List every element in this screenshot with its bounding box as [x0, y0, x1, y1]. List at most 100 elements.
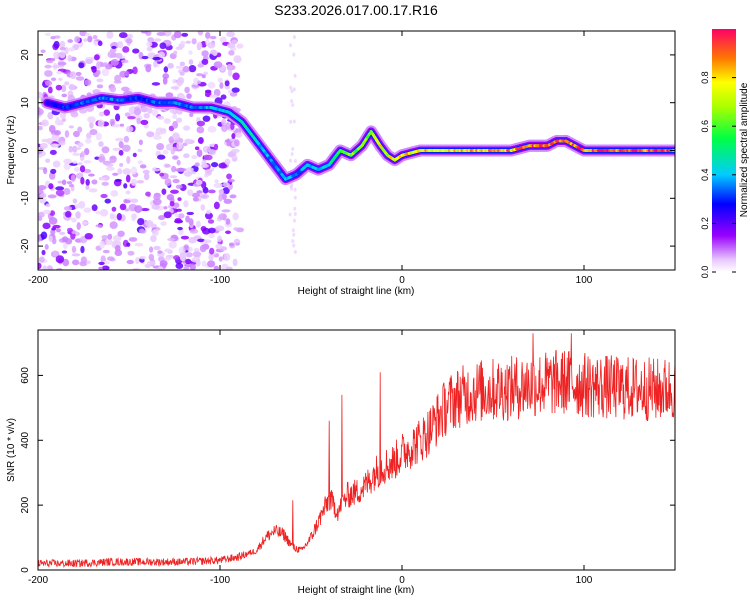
spectrogram-noise-cell [57, 180, 63, 184]
spectrogram-noise-cell [85, 58, 93, 65]
spectrogram-noise-cell [202, 186, 209, 194]
spectrogram-noise-cell [114, 178, 122, 182]
spectrogram-noise-cell [197, 238, 205, 243]
spectrogram-noise-cell [63, 158, 72, 165]
spectrogram-noise-cell [196, 120, 206, 127]
spectrogram-noise-cell [52, 250, 59, 257]
spectrogram-y-tick-label: 20 [20, 49, 31, 61]
spectrogram-noise-cell [77, 142, 84, 148]
spectrogram-noise-cell [140, 119, 149, 126]
spectrogram-noise-cell [130, 178, 138, 186]
spectrogram-noise-cell [80, 176, 85, 185]
spectrogram-noise-cell [226, 63, 233, 71]
spectrogram-noise-cell [47, 194, 57, 199]
spectrogram-noise-cell [98, 111, 105, 117]
spectrogram-noise-cell [162, 31, 172, 37]
spectrogram-noise-speckle [38, 31, 297, 270]
spectrogram-noise-cell [51, 237, 57, 245]
spectrogram-noise-cell [146, 260, 156, 266]
spectrogram-noise-cell [142, 169, 150, 175]
snr-y-tick-label: 200 [20, 496, 31, 513]
spectrogram-noise-cell [119, 123, 125, 127]
spectrogram-noise-cell [122, 46, 130, 53]
spectrogram-noise-cell [96, 78, 104, 83]
spectrogram-noise-cell [107, 233, 113, 240]
spectrogram-noise-cell [48, 183, 54, 190]
spectrogram-noise-cell [291, 103, 295, 108]
spectrogram-noise-cell [183, 171, 192, 177]
spectrogram-noise-cell [204, 174, 209, 178]
spectrogram-noise-cell [172, 155, 179, 160]
spectrogram-noise-cell [77, 126, 83, 133]
spectrogram-noise-cell [177, 197, 182, 201]
spectrogram-noise-cell [201, 74, 206, 79]
spectrogram-noise-cell [188, 65, 197, 73]
spectrogram-noise-cell [96, 84, 104, 89]
spectrogram-noise-cell [178, 228, 184, 236]
spectrogram-noise-cell [191, 155, 198, 160]
spectrogram-noise-cell [126, 242, 131, 247]
spectrogram-noise-cell [184, 86, 190, 94]
spectrogram-noise-cell [59, 111, 67, 119]
spectrogram-noise-cell [222, 187, 230, 195]
spectrogram-noise-cell [109, 85, 116, 93]
spectrogram-noise-cell [138, 139, 143, 146]
spectrogram-noise-cell [158, 51, 166, 59]
spectrogram-noise-cell [135, 257, 140, 265]
spectrogram-noise-cell [207, 42, 216, 49]
spectrogram-noise-cell [153, 245, 161, 251]
spectrogram-noise-cell [48, 217, 58, 225]
spectrogram-noise-cell [158, 215, 166, 221]
colorbar-tick-label: 0.2 [700, 217, 710, 230]
spectrogram-noise-cell [101, 265, 110, 270]
spectrogram-noise-cell [137, 217, 145, 226]
spectrogram-noise-cell [188, 218, 194, 226]
spectrogram-y-tick-label: 10 [20, 97, 31, 109]
spectrogram-noise-cell [228, 50, 235, 56]
spectrogram-noise-cell [39, 192, 47, 199]
spectrogram-noise-cell [86, 132, 92, 140]
spectrogram-noise-cell [233, 139, 240, 147]
spectrogram-noise-cell [51, 134, 60, 141]
spectrogram-noise-cell [38, 91, 43, 99]
spectrogram-noise-cell [161, 188, 167, 195]
spectrogram-noise-cell [117, 168, 123, 175]
spectrogram-noise-cell [44, 244, 49, 250]
spectrogram-noise-cell [48, 124, 56, 133]
spectrogram-noise-cell [145, 220, 154, 227]
spectrogram-noise-cell [232, 72, 240, 81]
spectrogram-noise-cell [202, 115, 211, 122]
spectrogram-noise-cell [160, 221, 167, 226]
spectrogram-noise-cell [66, 181, 73, 185]
spectrogram-noise-cell [105, 163, 114, 167]
spectrogram-noise-cell [44, 32, 51, 37]
spectrogram-noise-cell [291, 147, 295, 152]
spectrogram-noise-cell [292, 52, 296, 57]
spectrogram-noise-cell [173, 255, 180, 261]
spectrogram-noise-cell [41, 198, 47, 204]
spectrogram-noise-cell [57, 139, 62, 143]
spectrogram-noise-cell [59, 51, 66, 59]
spectrogram-noise-cell [74, 36, 81, 43]
spectrogram-noise-cell [147, 37, 155, 43]
spectrogram-noise-cell [163, 118, 171, 124]
spectrogram-noise-cell [40, 49, 46, 54]
spectrogram-noise-cell [159, 260, 168, 267]
spectrogram-noise-cell [107, 50, 116, 58]
spectrogram-noise-cell [132, 48, 140, 54]
spectrogram-noise-cell [138, 228, 145, 234]
spectrogram-noise-cell [180, 40, 186, 46]
spectrogram-noise-cell [232, 212, 239, 221]
spectrogram-noise-cell [42, 222, 51, 230]
spectrogram-noise-cell [38, 211, 45, 218]
spectrogram-noise-cell [144, 263, 151, 269]
colorbar-label: Normalized spectral amplitude [739, 82, 750, 217]
spectrogram-noise-cell [131, 213, 137, 220]
spectrogram-noise-cell [45, 203, 51, 208]
spectrogram-noise-cell [167, 237, 176, 242]
spectrogram-noise-cell [227, 42, 236, 49]
spectrogram-noise-cell [71, 259, 80, 266]
colorbar-tick-label: 0.4 [700, 169, 710, 182]
spectrogram-noise-cell [38, 125, 43, 131]
spectrogram-noise-cell [52, 160, 61, 168]
